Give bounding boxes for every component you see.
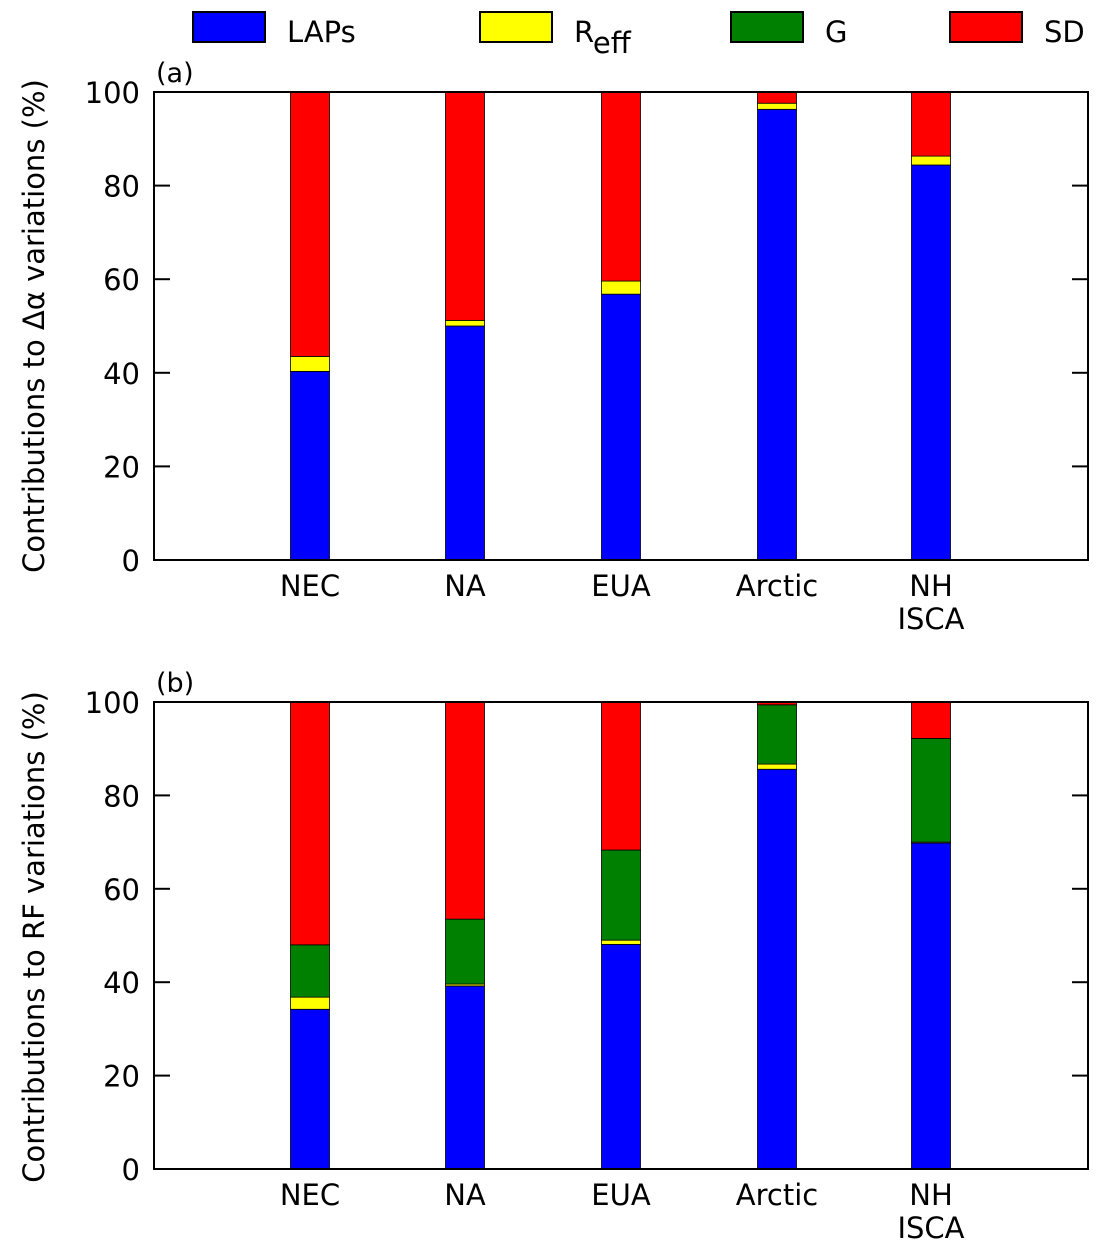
x-tick-label-a: Arctic xyxy=(736,569,818,603)
y-tick-label-b: 0 xyxy=(122,1153,140,1187)
legend-label-sd: SD xyxy=(1044,15,1085,49)
x-tick-label-b: EUA xyxy=(591,1178,651,1212)
bar-b-na-laps xyxy=(445,985,485,1170)
y-tick-label-a: 0 xyxy=(122,544,140,578)
legend-label-laps: LAPs xyxy=(287,15,356,49)
legend-swatch-reff xyxy=(479,11,553,43)
legend-swatch-g xyxy=(730,11,804,43)
bar-b-eua-g xyxy=(601,849,641,941)
bar-a-na-reff xyxy=(445,319,485,327)
bar-b-arctic-g xyxy=(757,704,797,765)
bar-a-nec-reff xyxy=(290,356,330,372)
x-tick-label-b: NEC xyxy=(280,1178,340,1212)
legend-label-g: G xyxy=(825,15,847,49)
bar-a-nec-sd xyxy=(290,91,330,357)
x-tick-label-a: ISCA xyxy=(897,602,964,636)
bar-a-arctic-laps xyxy=(757,108,797,561)
x-tick-label-b: NA xyxy=(444,1178,486,1212)
bar-b-na-g xyxy=(445,918,485,985)
bar-b-eua-reff xyxy=(601,939,641,945)
y-tick-label-b: 80 xyxy=(103,779,140,813)
bar-b-nec-laps xyxy=(290,1008,330,1170)
bar-b-nec-sd xyxy=(290,701,330,946)
bar-a-arctic-reff xyxy=(757,102,797,110)
plot-frame-b xyxy=(153,701,1089,1170)
bar-b-nh-isca-g xyxy=(911,738,951,843)
bar-a-eua-laps xyxy=(601,293,641,561)
x-tick-label-b: Arctic xyxy=(736,1178,818,1212)
x-tick-label-a: NEC xyxy=(280,569,340,603)
x-tick-label-a: NH xyxy=(909,569,953,603)
bar-a-eua-reff xyxy=(601,280,641,295)
legend-swatch-laps xyxy=(192,11,266,43)
y-tick-label-a: 60 xyxy=(103,263,140,297)
panel-label-b: (b) xyxy=(156,668,194,699)
x-tick-label-b: ISCA xyxy=(897,1211,964,1245)
bar-a-na-sd xyxy=(445,91,485,321)
y-tick-label-a: 40 xyxy=(103,357,140,391)
legend-swatch-sd xyxy=(949,11,1023,43)
bar-b-nec-g xyxy=(290,944,330,998)
x-tick-label-b: NH xyxy=(909,1178,953,1212)
bar-b-eua-laps xyxy=(601,943,641,1170)
bar-a-na-laps xyxy=(445,325,485,561)
bar-b-nh-isca-sd xyxy=(911,701,951,739)
bar-b-na-sd xyxy=(445,701,485,920)
bar-a-nh-isca-sd xyxy=(911,91,951,157)
plot-frame-a xyxy=(153,91,1089,561)
bar-b-arctic-reff xyxy=(757,763,797,770)
y-tick-label-a: 80 xyxy=(103,170,140,204)
x-tick-label-a: EUA xyxy=(591,569,651,603)
legend: LAPs Reff G SD xyxy=(192,11,1085,60)
bar-a-nh-isca-reff xyxy=(911,155,951,166)
panel-label-a: (a) xyxy=(156,58,194,89)
bar-b-nh-isca-laps xyxy=(911,842,951,1170)
bar-a-nec-laps xyxy=(290,370,330,561)
bar-a-arctic-sd xyxy=(757,91,797,104)
y-tick-label-b: 20 xyxy=(103,1060,140,1094)
y-tick-label-a: 20 xyxy=(103,450,140,484)
y-tick-label-b: 100 xyxy=(85,686,140,720)
y-axis-title-a: Contributions to Δα variations (%) xyxy=(17,79,51,573)
y-tick-label-b: 60 xyxy=(103,873,140,907)
y-tick-label-a: 100 xyxy=(85,76,140,110)
y-tick-label-b: 40 xyxy=(103,966,140,1000)
x-tick-label-a: NA xyxy=(444,569,486,603)
bar-b-eua-sd xyxy=(601,701,641,851)
bar-a-nh-isca-laps xyxy=(911,164,951,561)
bar-a-eua-sd xyxy=(601,91,641,282)
bar-b-arctic-laps xyxy=(757,768,797,1170)
bar-b-nec-reff xyxy=(290,996,330,1010)
y-axis-title-b: Contributions to RF variations (%) xyxy=(17,691,51,1183)
legend-label-reff: Reff xyxy=(574,15,632,60)
